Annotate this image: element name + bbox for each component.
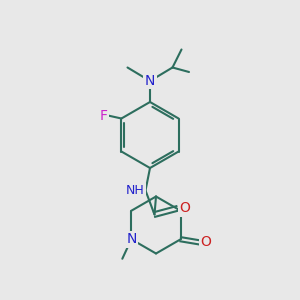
Text: O: O (201, 235, 212, 249)
Text: NH: NH (126, 184, 144, 197)
Text: O: O (179, 202, 190, 215)
Text: N: N (126, 232, 136, 246)
Text: N: N (145, 74, 155, 88)
Text: F: F (99, 109, 107, 122)
